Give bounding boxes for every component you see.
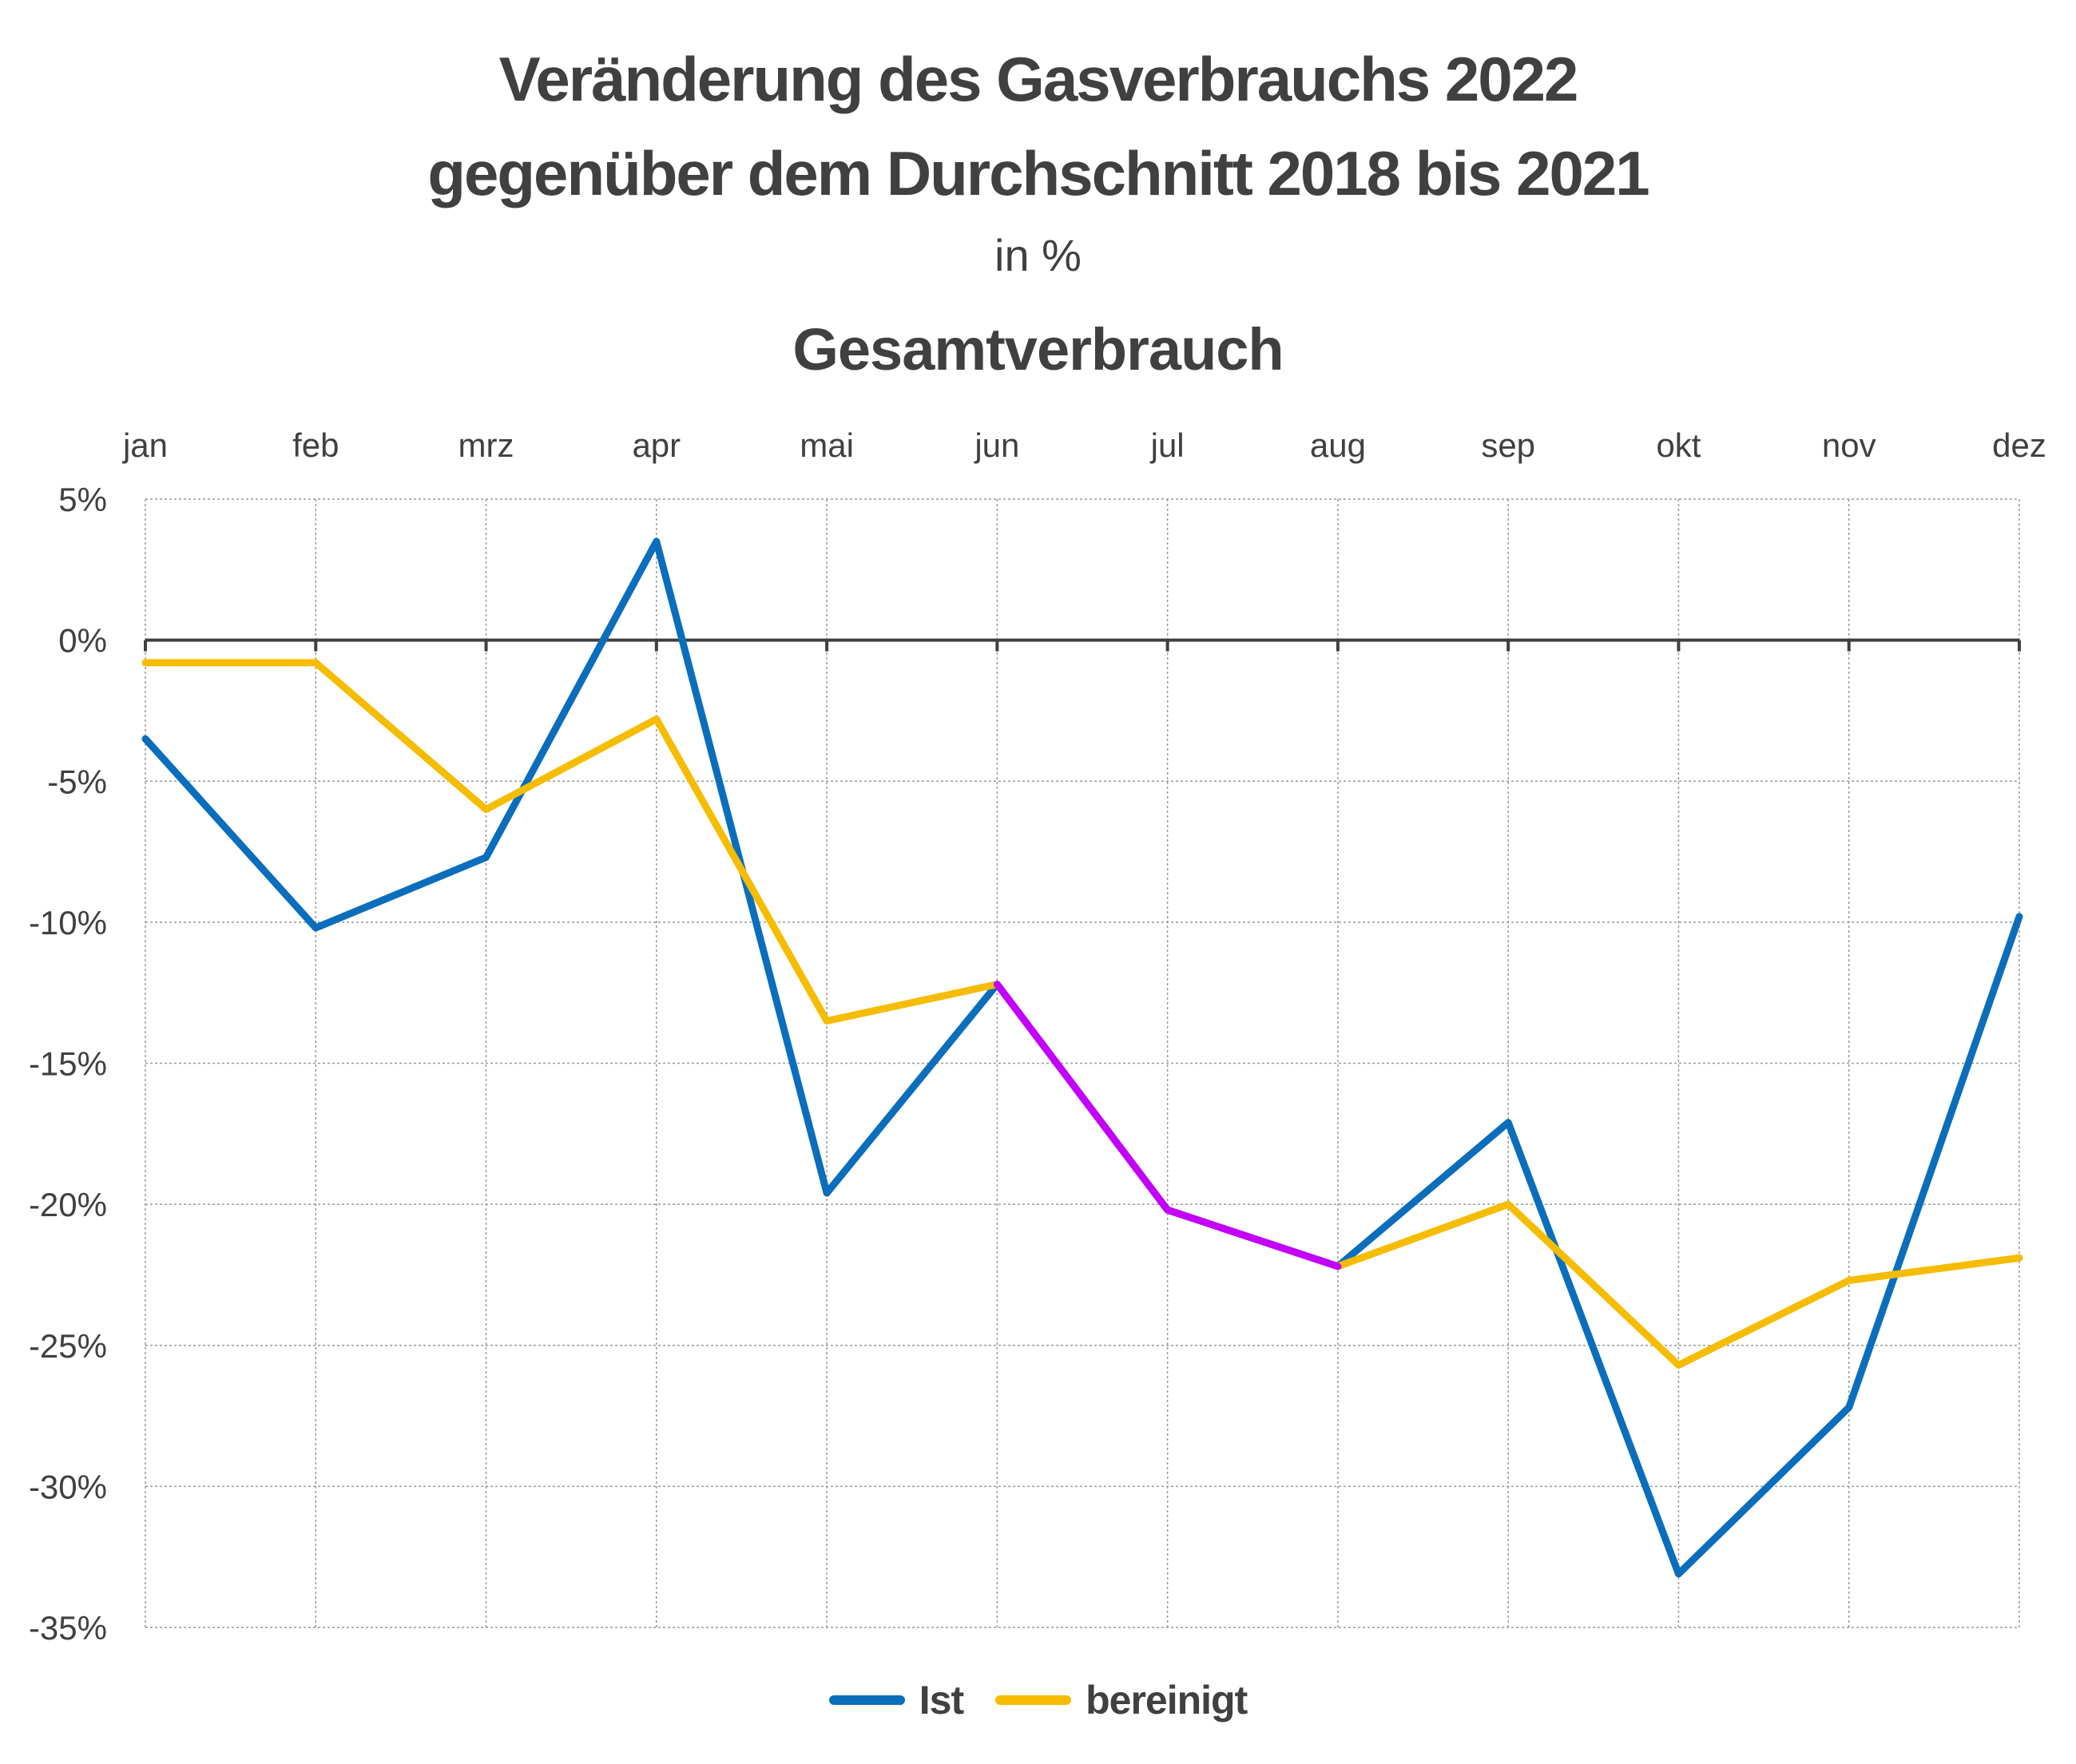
legend-label-ist: Ist <box>919 1678 964 1722</box>
x-tick-label-dez: dez <box>1992 426 2046 464</box>
y-tick-label: -30% <box>29 1468 107 1505</box>
chart-unit-subtitle: in % <box>994 230 1082 280</box>
x-tick-label-sep: sep <box>1481 426 1535 464</box>
y-tick-label: -20% <box>29 1186 107 1223</box>
series-lines <box>141 537 2023 1578</box>
y-tick-label: 5% <box>58 481 107 518</box>
x-tick-label-feb: feb <box>292 426 339 464</box>
grid-lines <box>145 498 2020 1628</box>
legend-item-bereinigt: bereinigt <box>995 1677 1248 1723</box>
chart-main-title-line2: gegenüber dem Durchschnitt 2018 bis 2021 <box>427 138 1649 208</box>
series-line-bereinigt <box>141 659 2023 1369</box>
series-overlap-segment <box>993 981 1172 1214</box>
y-axis-tick-labels: 5% 0% -5% -10% -15% -20% -25% -30% -35% <box>29 481 107 1647</box>
legend: Ist bereinigt <box>0 1677 2076 1723</box>
x-tick-label-jan: jan <box>121 426 168 464</box>
x-tick-label-aug: aug <box>1310 426 1366 464</box>
zero-axis <box>144 638 2021 652</box>
legend-swatch-ist <box>828 1695 905 1705</box>
y-tick-label: -25% <box>29 1327 107 1365</box>
x-axis-tick-labels: jan feb mrz apr mai jun jul aug sep okt nov dez <box>121 426 2046 464</box>
y-tick-label: -5% <box>47 763 107 800</box>
x-tick-label-jul: jul <box>1149 426 1185 464</box>
x-tick-label-mrz: mrz <box>458 426 514 464</box>
x-tick-label-okt: okt <box>1656 426 1701 464</box>
title-block: Veränderung des Gasverbrauchs 2022 gegen… <box>0 32 2076 287</box>
legend-item-ist: Ist <box>828 1677 964 1723</box>
x-tick-label-nov: nov <box>1822 426 1876 464</box>
y-tick-label: 0% <box>58 622 107 660</box>
y-tick-label: -10% <box>29 904 107 941</box>
x-tick-label-apr: apr <box>632 426 681 464</box>
chart-main-title-line1: Veränderung des Gasverbrauchs 2022 <box>498 44 1579 114</box>
series-overlap-segment <box>1164 1206 1342 1270</box>
y-tick-label: -35% <box>29 1609 107 1647</box>
legend-swatch-bereinigt <box>995 1695 1072 1705</box>
series-line-ist <box>141 537 2023 1578</box>
x-tick-label-mai: mai <box>800 426 854 464</box>
chart-title: Gesamtverbrauch <box>792 316 1284 383</box>
y-tick-label: -15% <box>29 1045 107 1083</box>
x-tick-label-jun: jun <box>973 426 1019 464</box>
legend-label-bereinigt: bereinigt <box>1086 1678 1248 1722</box>
